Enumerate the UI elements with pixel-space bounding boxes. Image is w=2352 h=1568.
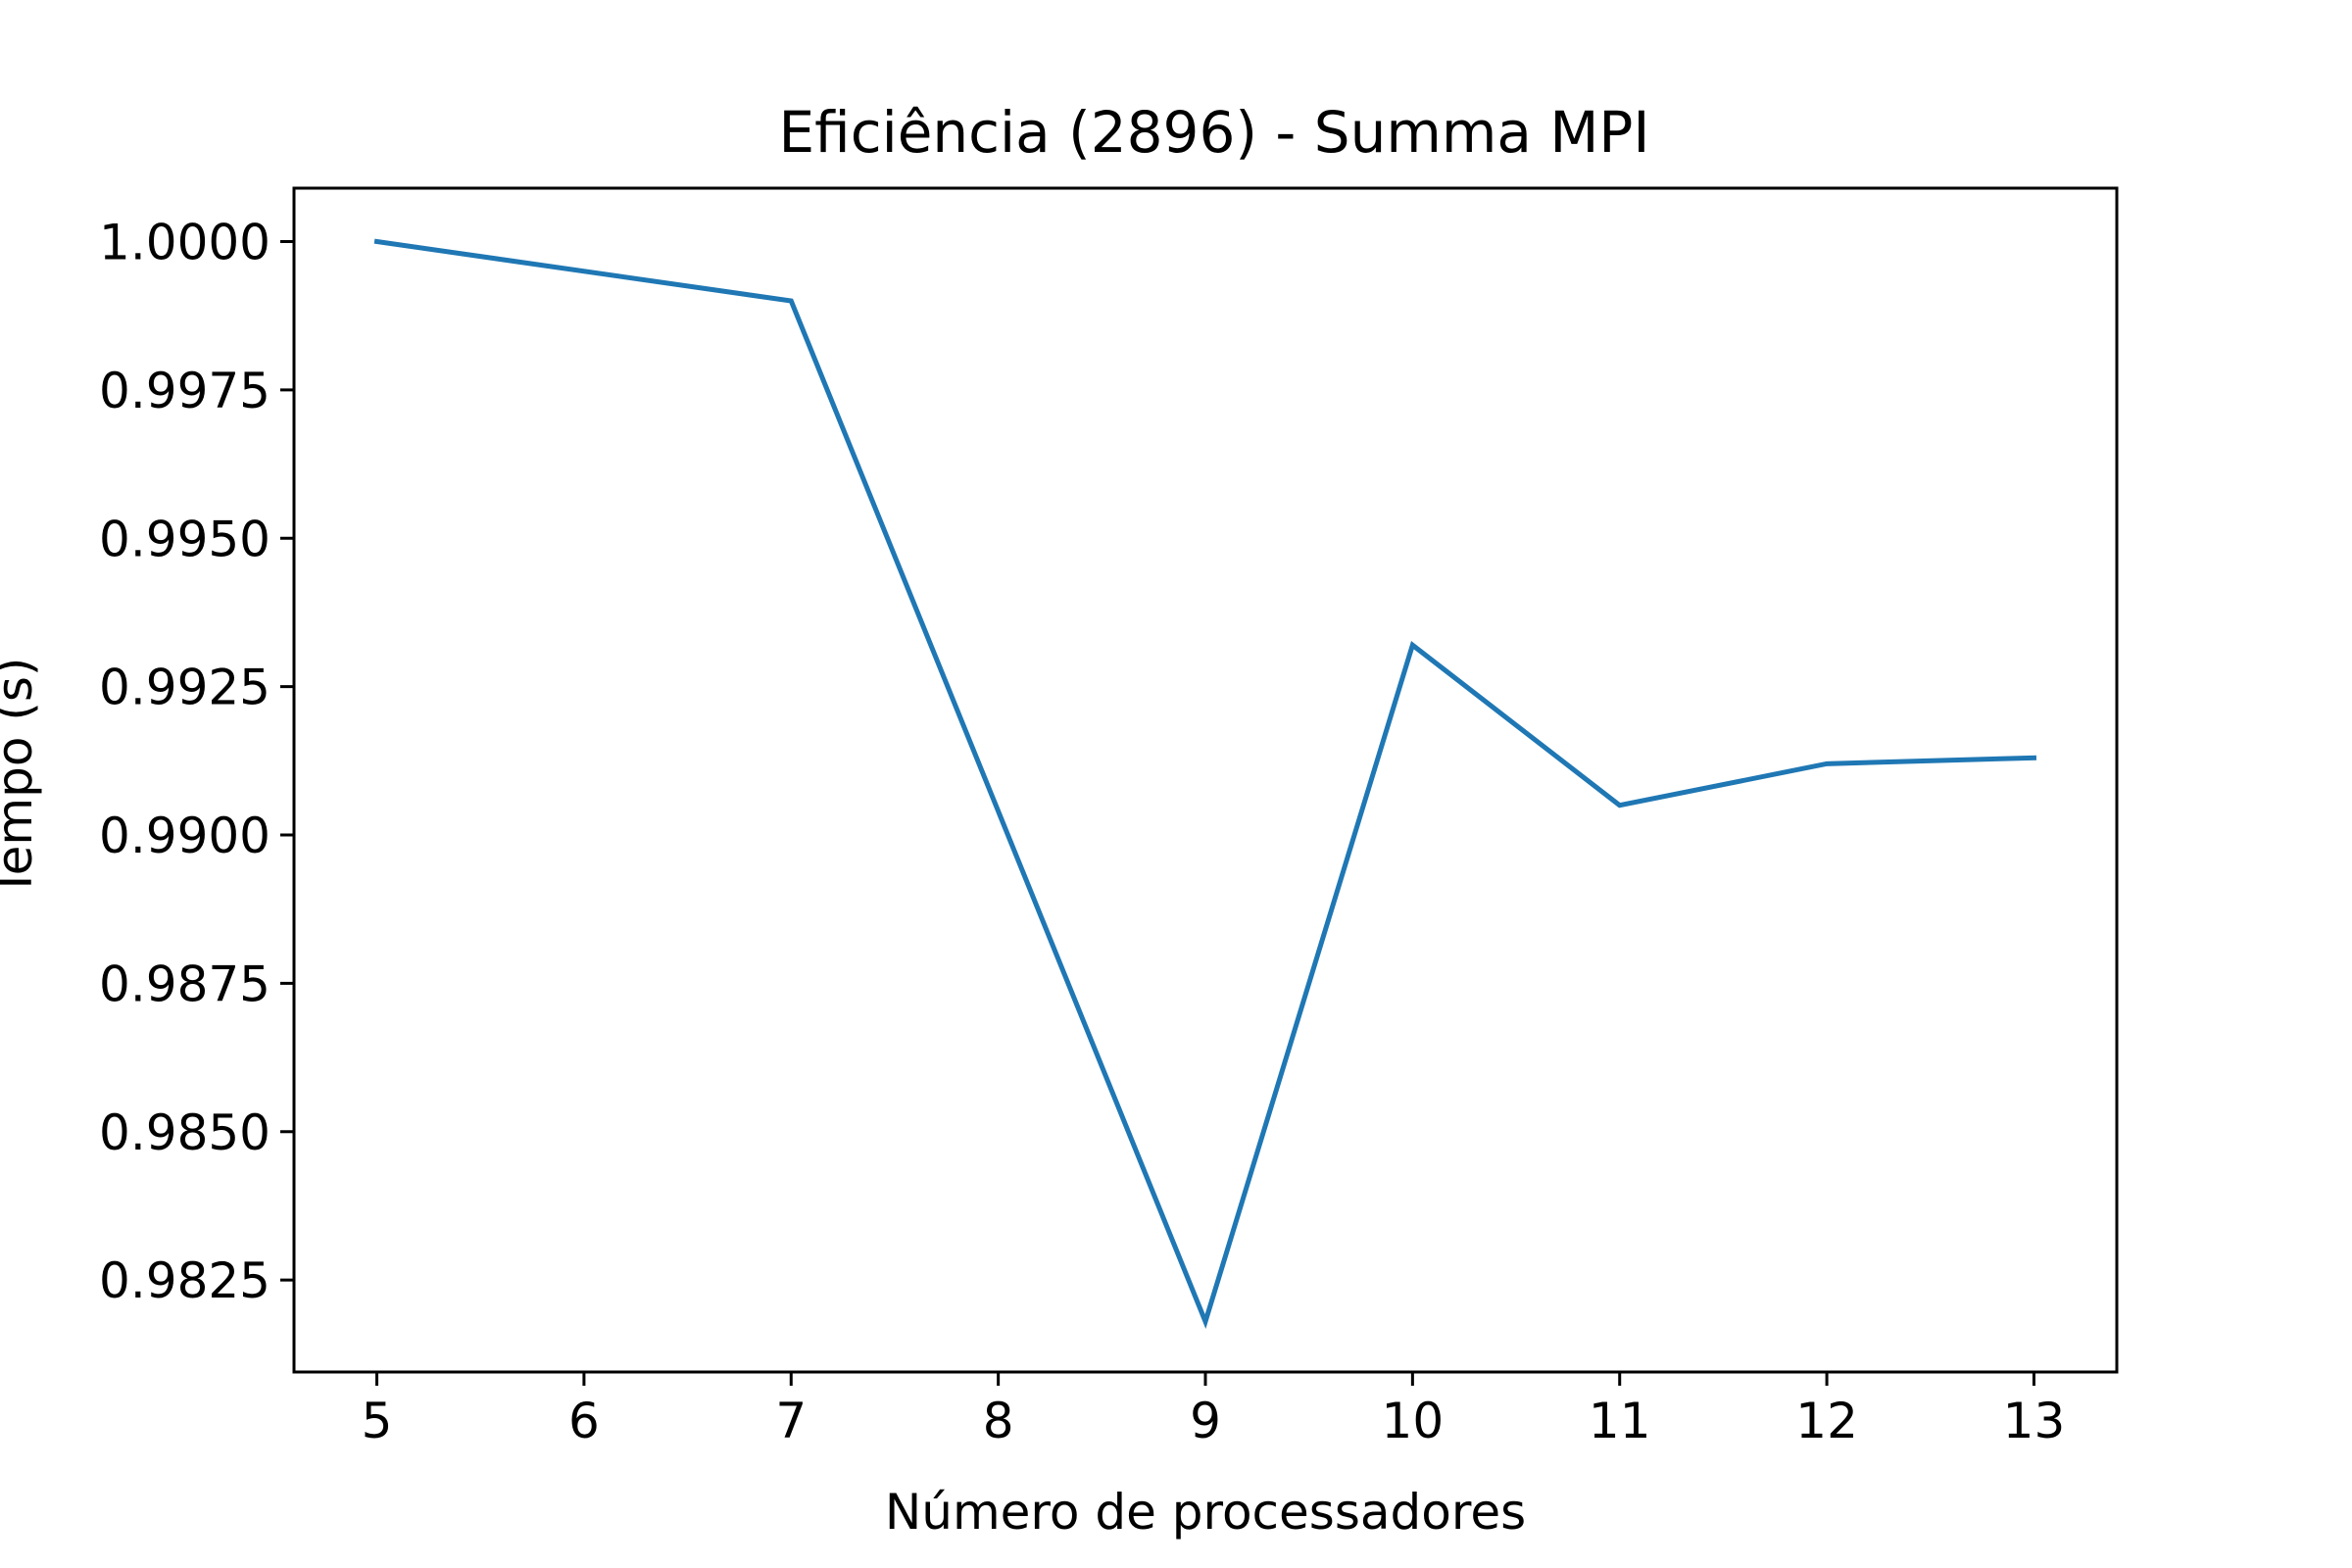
y-tick-label: 0.9950 (99, 511, 270, 567)
y-axis-label: Tempo (s) (0, 658, 43, 899)
y-axis: 0.9825 0.9850 0.9875 0.9900 0.9925 0.9950 0.99… (99, 214, 294, 1309)
x-axis-label: Número de processadores (885, 1484, 1526, 1541)
y-tick-label: 0.9975 (99, 363, 270, 419)
x-tick-label: 9 (1190, 1393, 1221, 1449)
y-tick-label: 0.9900 (99, 808, 270, 864)
plot-frame (292, 186, 2119, 1374)
chart-title: Eficiência (2896) - Summa MPI (779, 99, 1650, 166)
x-axis: 5 6 7 8 9 10 11 12 13 (362, 1372, 2066, 1449)
x-tick-label: 10 (1382, 1393, 1445, 1449)
series-line (373, 238, 2037, 1329)
x-tick-label: 12 (1795, 1393, 1858, 1449)
x-tick-label: 5 (362, 1393, 393, 1449)
x-tick-label: 6 (568, 1393, 600, 1449)
x-tick-label: 7 (775, 1393, 807, 1449)
x-tick-label: 8 (983, 1393, 1014, 1449)
y-tick-label: 0.9875 (99, 956, 270, 1012)
y-tick-label: 1.0000 (99, 214, 270, 270)
x-tick-label: 13 (2003, 1393, 2066, 1449)
y-tick-label: 0.9925 (99, 660, 270, 716)
x-tick-label: 11 (1589, 1393, 1651, 1449)
y-tick-label: 0.9825 (99, 1252, 270, 1309)
y-tick-label: 0.9850 (99, 1104, 270, 1161)
series-layer (373, 238, 2037, 1329)
